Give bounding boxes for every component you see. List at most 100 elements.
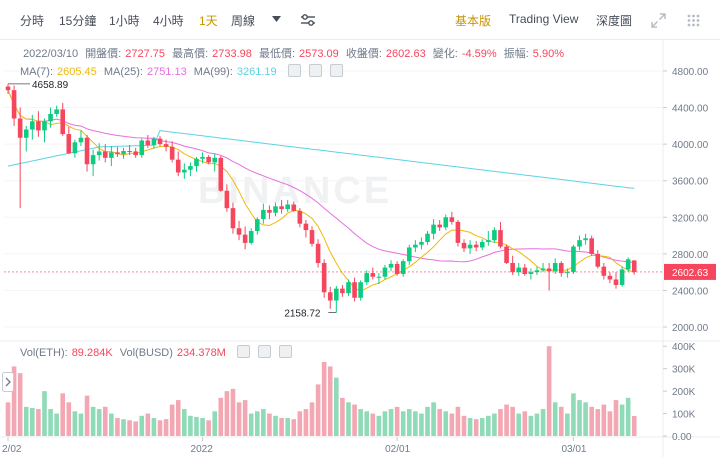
candle-body	[5, 86, 11, 91]
candle-body	[66, 134, 72, 154]
volume-bar	[11, 366, 17, 436]
candle-body	[552, 263, 558, 272]
high-value: 2733.98	[212, 48, 252, 60]
expand-icon[interactable]	[651, 13, 666, 28]
ma-settings-icon[interactable]	[308, 64, 322, 77]
candle-body	[419, 241, 424, 245]
volume-bar	[413, 411, 418, 436]
vol-hide-icon[interactable]	[236, 345, 250, 358]
price-tick-label: 2800.00	[672, 250, 709, 261]
candle-body	[546, 268, 552, 272]
view-depth[interactable]: 深度圖	[596, 14, 633, 28]
volume-bar	[364, 411, 370, 436]
interval-1d[interactable]: 1天	[199, 14, 218, 28]
interval-1h[interactable]: 1小時	[109, 14, 140, 28]
candle-body	[279, 206, 284, 210]
volume-bar	[467, 418, 473, 436]
time-tick-label: 2022	[191, 444, 214, 455]
candle-body	[194, 158, 199, 167]
volume-bar	[534, 413, 540, 436]
open-value: 2727.75	[125, 48, 166, 60]
volume-bar	[327, 366, 333, 436]
ma25-label: MA(25):	[103, 66, 143, 78]
volume-bar	[206, 420, 211, 436]
volume-bar	[613, 400, 619, 436]
ma-hide-icon[interactable]	[287, 64, 301, 77]
indicator-settings-icon[interactable]	[300, 13, 316, 27]
volume-bar	[425, 406, 430, 436]
candle-body	[479, 241, 485, 248]
candle-body	[583, 238, 588, 241]
vol-busd-label: Vol(BUSD)	[119, 347, 173, 359]
candle-body	[42, 121, 47, 131]
candle-body	[321, 263, 327, 293]
candle-body	[297, 210, 303, 224]
candle-body	[139, 140, 145, 156]
vol-busd-value: 234.378M	[176, 347, 226, 359]
volume-bar	[370, 413, 376, 436]
ma-close-icon[interactable]	[329, 64, 343, 77]
volume-bar	[115, 418, 120, 436]
volume-bar	[285, 418, 290, 436]
interval-week[interactable]: 周線	[231, 14, 256, 28]
volume-bar	[297, 411, 303, 436]
volume-bar	[437, 409, 442, 436]
volume-bar	[552, 402, 558, 436]
view-tradingview[interactable]: Trading View	[509, 12, 579, 26]
collapse-arrow-icon[interactable]	[2, 372, 14, 392]
candle-body	[200, 156, 205, 159]
volume-tick-label: 400K	[672, 342, 696, 353]
ma25-line	[7, 90, 635, 264]
candle-body	[425, 233, 430, 242]
candle-body	[394, 263, 400, 274]
volume-bar	[133, 421, 138, 436]
volume-bar	[479, 418, 485, 436]
volume-bar	[23, 406, 29, 436]
candle-body	[17, 118, 23, 138]
vol-close-icon[interactable]	[278, 345, 292, 358]
volume-bar	[48, 409, 53, 436]
volume-bar	[145, 413, 151, 436]
volume-bar	[254, 411, 260, 436]
volume-bar	[273, 415, 278, 436]
vol-settings-icon[interactable]	[257, 345, 271, 358]
volume-bar	[194, 416, 199, 436]
interval-15m[interactable]: 15分鐘	[59, 14, 97, 28]
volume-bar	[248, 413, 254, 436]
interval-time[interactable]: 分時	[20, 14, 45, 28]
volume-bar	[516, 413, 522, 436]
grid-icon[interactable]	[686, 13, 701, 28]
high-label: 最高價:	[172, 48, 209, 60]
candle-body	[406, 247, 412, 262]
candle-body	[601, 266, 607, 276]
candle-body	[169, 146, 175, 160]
volume-bar	[5, 402, 11, 436]
volume-bar	[321, 361, 327, 436]
high-marker-label: 4658.89	[32, 80, 69, 91]
volume-bar	[218, 397, 224, 436]
chart-toolbar: 分時 15分鐘 1小時 4小時 1天 周線 基本版 Trading View 深…	[0, 0, 720, 40]
open-label: 開盤價:	[85, 48, 122, 60]
volume-tick-label: 200K	[672, 387, 696, 398]
volume-bar	[78, 413, 84, 436]
last-price-label: 2602.63	[672, 268, 709, 279]
interval-dropdown-icon[interactable]	[272, 16, 281, 22]
price-tick-label: 4000.00	[672, 140, 709, 151]
volume-bar	[522, 411, 528, 436]
candle-body	[613, 279, 619, 285]
candle-body	[400, 261, 406, 274]
candle-body	[218, 157, 224, 191]
volume-bar	[261, 409, 266, 436]
volume-bar	[169, 404, 175, 436]
candle-body	[23, 129, 29, 138]
volume-bar	[461, 415, 467, 436]
view-basic[interactable]: 基本版	[455, 14, 492, 28]
volume-bar	[419, 413, 424, 436]
candle-body	[206, 156, 211, 163]
volume-bar	[565, 413, 570, 436]
candle-body	[522, 267, 528, 274]
volume-bar	[315, 384, 321, 436]
interval-4h[interactable]: 4小時	[153, 14, 184, 28]
low-label: 最低價:	[258, 48, 296, 60]
